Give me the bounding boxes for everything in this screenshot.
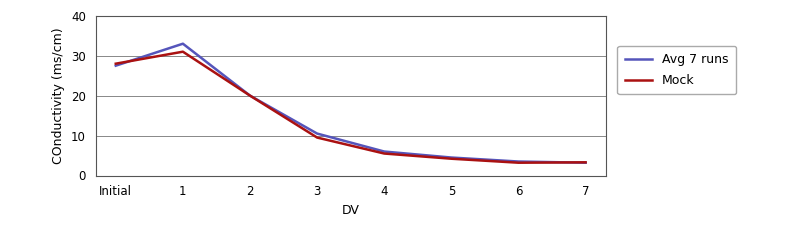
Legend: Avg 7 runs, Mock: Avg 7 runs, Mock	[617, 46, 736, 94]
Avg 7 runs	[312, 132, 322, 135]
Mock	[111, 62, 120, 65]
Avg 7 runs	[581, 161, 591, 164]
Avg 7 runs	[446, 156, 456, 159]
Mock	[446, 157, 456, 160]
Mock	[379, 152, 389, 155]
Y-axis label: COnductivity (ms/cm): COnductivity (ms/cm)	[53, 27, 65, 164]
Mock	[514, 161, 524, 164]
Avg 7 runs	[245, 94, 255, 97]
Mock	[581, 161, 591, 164]
Mock	[312, 136, 322, 139]
X-axis label: DV: DV	[342, 204, 359, 217]
Avg 7 runs	[178, 42, 187, 45]
Line: Mock: Mock	[116, 52, 586, 163]
Line: Avg 7 runs: Avg 7 runs	[116, 44, 586, 163]
Avg 7 runs	[111, 64, 120, 67]
Mock	[178, 50, 187, 53]
Avg 7 runs	[379, 150, 389, 153]
Avg 7 runs	[514, 160, 524, 163]
Mock	[245, 94, 255, 97]
